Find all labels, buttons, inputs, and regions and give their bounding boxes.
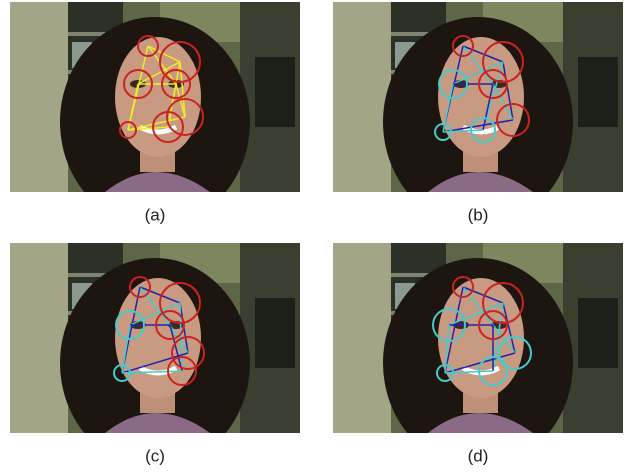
graph-edge — [492, 324, 516, 354]
graph-edge — [452, 61, 504, 85]
graph-edge — [462, 286, 494, 326]
feature-circle — [123, 69, 153, 99]
graph-edge — [492, 83, 514, 121]
graph-edge — [442, 119, 514, 133]
feature-circle — [166, 98, 204, 136]
feature-circle — [161, 69, 191, 99]
photo — [10, 243, 300, 468]
graph-edge — [139, 286, 181, 304]
caption: (a) — [145, 205, 166, 224]
graph-edge — [462, 45, 504, 63]
photo — [333, 243, 623, 468]
graph-edge — [127, 116, 186, 131]
feature-circle — [167, 356, 197, 386]
feature-circle — [129, 276, 151, 298]
feature-circle — [434, 123, 452, 141]
graph-edge — [139, 286, 171, 326]
feature-circle — [432, 308, 466, 342]
feature-circle — [119, 121, 137, 139]
graph-edge — [129, 302, 181, 326]
graph-edge — [444, 286, 464, 374]
feature-circle — [478, 310, 508, 340]
caption: (c) — [145, 446, 165, 465]
graph-edge — [121, 370, 183, 374]
graph-edge — [462, 286, 504, 304]
feature-circle — [159, 41, 201, 83]
feature-circle — [452, 276, 474, 298]
graph-edge — [121, 352, 189, 374]
feature-circle — [115, 310, 145, 340]
photo — [10, 2, 300, 227]
feature-circle — [496, 103, 530, 137]
graph-edge — [147, 45, 181, 63]
panel — [10, 243, 300, 468]
graph-edge — [482, 83, 494, 131]
graph-edge — [169, 324, 183, 372]
feature-circle — [137, 35, 159, 57]
caption: (b) — [468, 205, 489, 224]
feature-circle — [478, 69, 508, 99]
graph-edge — [147, 45, 177, 85]
feature-circle — [438, 69, 468, 99]
panel — [10, 2, 300, 227]
graph-edge — [502, 302, 516, 354]
feature-circle — [452, 35, 474, 57]
caption: (d) — [468, 446, 489, 465]
feature-circle — [436, 364, 454, 382]
panel — [333, 243, 623, 468]
graph-edge — [462, 45, 494, 85]
graph-edge — [444, 352, 516, 374]
feature-circle — [498, 336, 532, 370]
graph-edge — [448, 302, 504, 326]
graph-edge — [127, 126, 169, 131]
feature-circle — [159, 282, 201, 324]
feature-circle — [155, 310, 185, 340]
feature-circle — [113, 364, 131, 382]
feature-circle — [171, 336, 205, 370]
feature-circle — [152, 111, 184, 143]
feature-circle — [470, 117, 496, 143]
feature-circle — [482, 41, 524, 83]
feature-circle — [482, 282, 524, 324]
graph-edge — [137, 61, 181, 85]
photo — [333, 2, 623, 227]
graph-edge — [442, 129, 484, 133]
panel — [333, 2, 623, 227]
graph-edge — [502, 61, 514, 121]
feature-circle — [478, 356, 508, 386]
